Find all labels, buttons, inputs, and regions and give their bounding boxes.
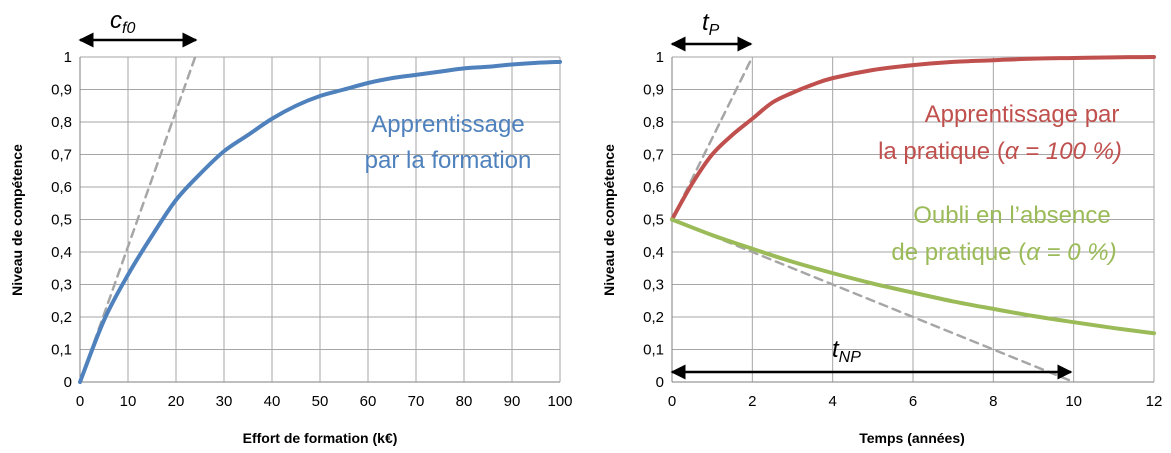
y-tick-label: 0,8 bbox=[643, 114, 664, 131]
x-tick-label: 0 bbox=[76, 393, 84, 410]
red-label-line-1: Apprentissage par bbox=[925, 101, 1120, 128]
y-tick-label: 0,9 bbox=[51, 82, 72, 99]
y-tick-label: 0,6 bbox=[643, 179, 664, 196]
y-tick-label: 0,8 bbox=[51, 114, 72, 131]
y-tick-label: 1 bbox=[64, 49, 72, 66]
y-axis-label: Niveau de compétence bbox=[9, 144, 25, 296]
x-tick-label: 80 bbox=[456, 393, 473, 410]
y-tick-label: 0,2 bbox=[51, 309, 72, 326]
green-label-line-2: de pratique (α = 0 %) bbox=[891, 239, 1116, 266]
y-tick-label: 0,6 bbox=[51, 179, 72, 196]
grid bbox=[79, 56, 561, 383]
x-tick-labels: 0 2 4 6 8 10 12 bbox=[668, 393, 1163, 410]
y-tick-label: 0,3 bbox=[643, 277, 664, 294]
tnp-label: tNP bbox=[832, 336, 861, 366]
x-tick-label: 90 bbox=[504, 393, 521, 410]
y-tick-label: 0,7 bbox=[51, 147, 72, 164]
x-tick-label: 50 bbox=[312, 393, 329, 410]
x-axis-label: Effort de formation (k€) bbox=[243, 430, 398, 446]
y-tick-labels: 0 0,1 0,2 0,3 0,4 0,5 0,6 0,7 0,8 0,9 1 bbox=[51, 49, 72, 391]
x-tick-label: 2 bbox=[748, 393, 756, 410]
y-tick-label: 0 bbox=[64, 374, 72, 391]
y-tick-label: 0,3 bbox=[51, 277, 72, 294]
y-tick-label: 0,2 bbox=[643, 309, 664, 326]
x-tick-label: 6 bbox=[909, 393, 917, 410]
series-line bbox=[78, 59, 562, 384]
curve-label-line-2: par la formation bbox=[365, 147, 532, 174]
x-tick-label: 70 bbox=[408, 393, 425, 410]
x-tick-label: 8 bbox=[989, 393, 997, 410]
dashed-tangent-line bbox=[670, 218, 1075, 384]
chart-training: 0 0,1 0,2 0,3 0,4 0,5 0,6 0,7 0,8 0,9 1 0 10 20 30 40 5… bbox=[9, 7, 573, 446]
x-tick-label: 60 bbox=[360, 393, 377, 410]
y-tick-label: 0,1 bbox=[643, 342, 664, 359]
x-tick-label: 30 bbox=[216, 393, 233, 410]
y-tick-label: 0,7 bbox=[643, 147, 664, 164]
tp-label: tP bbox=[702, 9, 720, 39]
y-tick-labels: 0 0,1 0,2 0,3 0,4 0,5 0,6 0,7 0,8 0,9 1 bbox=[643, 49, 664, 391]
curve-label-line-1: Apprentissage bbox=[371, 111, 524, 138]
x-tick-label: 4 bbox=[828, 393, 836, 410]
red-label-line-2: la pratique (α = 100 %) bbox=[878, 138, 1122, 165]
grid bbox=[671, 56, 1155, 383]
y-tick-label: 0 bbox=[656, 374, 664, 391]
x-tick-label: 10 bbox=[120, 393, 137, 410]
x-tick-label: 0 bbox=[668, 393, 676, 410]
chart-time: 00,10,20,30,40,50,60,70,80,91 0 2 4 6 8 10 12 … bbox=[601, 9, 1162, 446]
x-tick-label: 12 bbox=[1146, 393, 1163, 410]
x-tick-label: 40 bbox=[264, 393, 281, 410]
x-tick-label: 100 bbox=[547, 393, 572, 410]
y-tick-label: 0,4 bbox=[51, 244, 72, 261]
series-group bbox=[670, 55, 1156, 384]
cf0-label: cf0 bbox=[110, 7, 135, 37]
y-tick-label: 0,4 bbox=[643, 244, 664, 261]
x-axis-label: Temps (années) bbox=[859, 430, 965, 446]
y-tick-label: 0,5 bbox=[643, 212, 664, 229]
series-line bbox=[670, 217, 1156, 336]
y-tick-label: 0,1 bbox=[51, 342, 72, 359]
green-label-line-1: Oubli en l’absence bbox=[913, 202, 1110, 229]
y-tick-label: 0,9 bbox=[643, 82, 664, 99]
x-tick-label: 10 bbox=[1065, 393, 1082, 410]
series-line bbox=[670, 55, 1156, 222]
y-axis-label: Niveau de compétence bbox=[601, 144, 617, 296]
x-tick-label: 20 bbox=[168, 393, 185, 410]
series-group bbox=[78, 55, 562, 384]
y-tick-label: 0,5 bbox=[51, 212, 72, 229]
x-tick-labels: 0 10 20 30 40 50 60 70 80 90 100 bbox=[76, 393, 573, 410]
y-tick-label: 1 bbox=[656, 49, 664, 66]
